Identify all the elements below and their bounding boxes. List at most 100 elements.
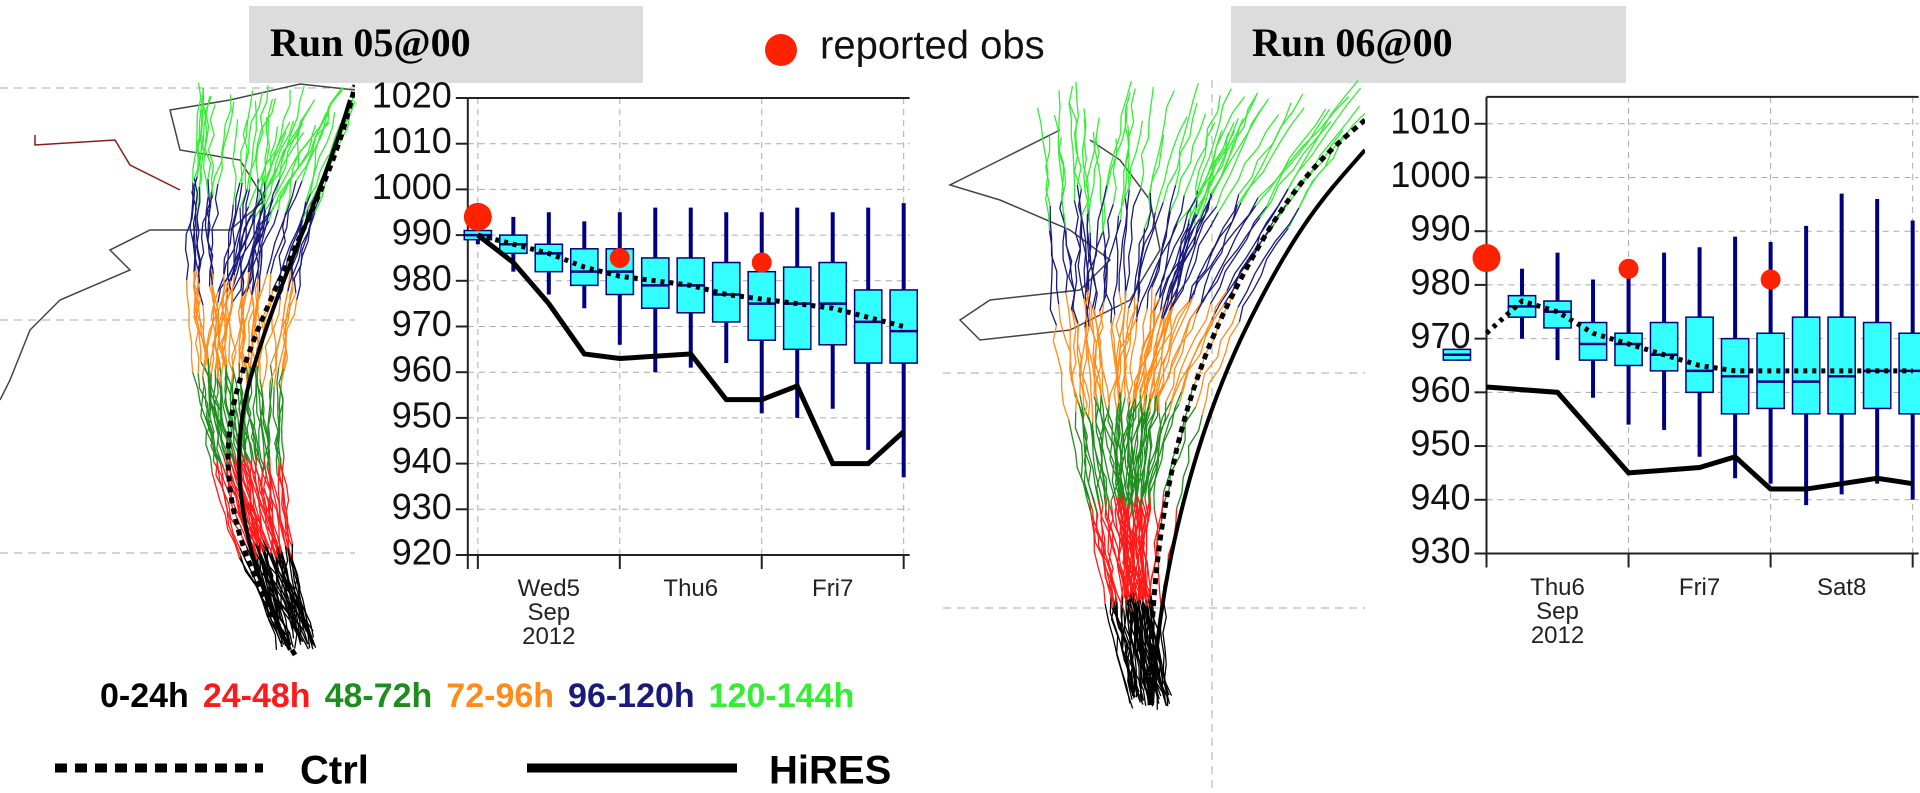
track <box>184 187 196 281</box>
track <box>1117 498 1132 595</box>
y-tick-label: 920 <box>392 532 452 573</box>
track <box>1174 82 1199 186</box>
track <box>217 94 232 185</box>
track <box>228 467 266 551</box>
track <box>1099 394 1117 498</box>
track <box>1257 96 1350 199</box>
track <box>1209 206 1268 305</box>
track <box>274 367 282 460</box>
track <box>1093 310 1104 407</box>
box <box>1578 321 1608 361</box>
chart-title: Run 06@00 <box>1252 20 1453 65</box>
y-tick-label: 990 <box>1410 208 1470 249</box>
track <box>185 280 194 373</box>
track <box>193 272 202 362</box>
track <box>1087 415 1112 510</box>
track <box>1044 135 1051 231</box>
track <box>1048 230 1058 326</box>
track <box>207 373 219 465</box>
track <box>1126 400 1137 501</box>
track <box>1196 117 1239 216</box>
map-hires-track <box>1150 148 1365 706</box>
lead-time-legend-label: 120-144h <box>709 677 855 715</box>
hires-line <box>1486 384 1914 492</box>
y-tick-label: 1000 <box>372 166 452 207</box>
track <box>215 460 241 548</box>
track <box>1126 598 1140 693</box>
track <box>1201 321 1241 416</box>
track <box>272 122 330 209</box>
track <box>1174 194 1213 298</box>
track <box>1158 196 1197 299</box>
y-tick-label: 980 <box>392 257 452 298</box>
track <box>204 197 214 285</box>
track <box>1180 290 1228 392</box>
track <box>1128 212 1156 309</box>
track <box>1058 304 1080 403</box>
track <box>1118 189 1130 292</box>
coastline <box>34 135 181 191</box>
track <box>217 206 250 292</box>
track <box>1142 601 1170 696</box>
track <box>228 194 265 283</box>
track <box>231 220 270 304</box>
y-tick-label: 950 <box>1410 423 1470 464</box>
track <box>1084 287 1102 391</box>
x-tick-label: Fri7 <box>812 575 854 602</box>
track <box>1095 301 1105 400</box>
track <box>192 93 204 183</box>
track <box>266 466 281 555</box>
track <box>1290 80 1359 184</box>
box <box>640 257 670 309</box>
track <box>1079 394 1091 500</box>
track <box>1052 325 1070 421</box>
track <box>1237 207 1300 308</box>
track <box>1148 306 1174 407</box>
box <box>1898 332 1920 415</box>
y-tick-label: 1020 <box>372 75 452 116</box>
y-tick-label: 1010 <box>372 120 452 161</box>
track <box>228 274 237 368</box>
track <box>1149 90 1175 193</box>
track <box>281 456 294 545</box>
track <box>1133 192 1152 296</box>
track <box>193 268 209 360</box>
track <box>270 180 303 274</box>
track <box>196 82 202 177</box>
box <box>782 266 812 351</box>
track <box>1133 297 1161 399</box>
track <box>268 138 313 222</box>
track <box>1215 106 1264 207</box>
y-tick-label: 1010 <box>1390 100 1470 141</box>
lead-time-legend-label: 72-96h <box>446 677 554 715</box>
y-tick-label: 940 <box>1410 476 1470 517</box>
track <box>1134 398 1152 497</box>
track <box>1079 290 1090 395</box>
track <box>240 90 254 183</box>
track <box>1226 188 1289 291</box>
track <box>1238 227 1289 322</box>
track <box>1135 299 1168 401</box>
track <box>1091 307 1107 408</box>
track <box>210 101 235 193</box>
track <box>247 294 255 380</box>
track <box>1068 85 1082 190</box>
track <box>232 119 239 205</box>
track <box>1169 113 1207 212</box>
track <box>1065 230 1079 324</box>
track <box>240 189 251 278</box>
track <box>282 281 294 369</box>
track <box>1131 310 1156 406</box>
track <box>1120 398 1136 500</box>
track <box>1126 505 1132 599</box>
track <box>279 299 298 388</box>
track <box>248 100 257 190</box>
track <box>220 273 228 365</box>
track <box>1073 81 1082 185</box>
y-tick-label: 1000 <box>1390 154 1470 195</box>
track <box>1162 102 1198 203</box>
y-tick-label: 970 <box>392 303 452 344</box>
box <box>1614 332 1643 367</box>
track <box>239 555 284 648</box>
